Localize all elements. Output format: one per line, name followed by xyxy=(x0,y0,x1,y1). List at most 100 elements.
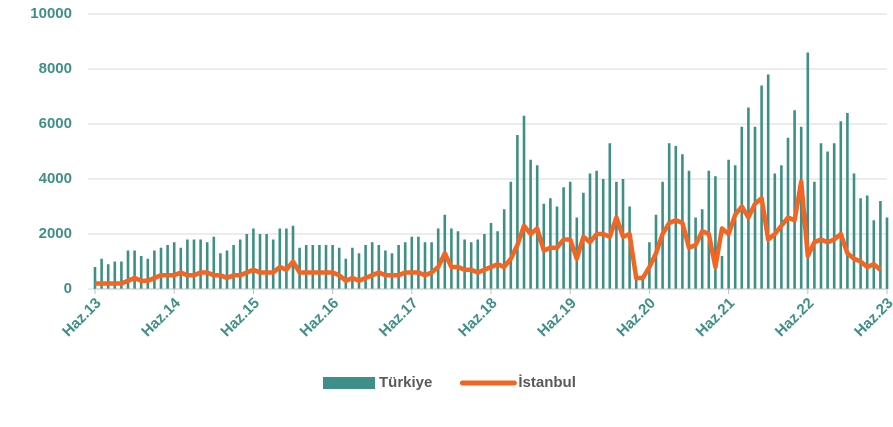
bar xyxy=(760,85,763,289)
bar xyxy=(370,242,374,289)
bar xyxy=(720,256,724,289)
bar xyxy=(714,176,717,289)
x-tick-label: Haz.22 xyxy=(772,295,818,341)
bar xyxy=(212,236,216,289)
bar xyxy=(694,217,697,289)
bar xyxy=(377,245,381,289)
bar xyxy=(126,250,130,289)
bar xyxy=(265,234,268,289)
bar xyxy=(799,126,803,289)
bar xyxy=(529,159,532,289)
x-tick-label: Haz.18 xyxy=(455,295,501,341)
bar xyxy=(615,181,618,289)
bar xyxy=(384,250,387,289)
bar xyxy=(106,264,110,289)
bar xyxy=(496,231,499,289)
bar xyxy=(687,170,691,289)
x-tick-label: Haz.20 xyxy=(613,295,659,341)
bar xyxy=(397,245,400,289)
bar xyxy=(93,267,97,289)
bar xyxy=(120,261,123,289)
x-tick-label: Haz.23 xyxy=(851,295,893,341)
x-tick-label: Haz.21 xyxy=(693,295,739,341)
bar xyxy=(832,143,836,289)
bar xyxy=(476,239,480,289)
bar xyxy=(304,245,308,289)
bar xyxy=(186,239,189,289)
bar xyxy=(403,242,407,289)
bar xyxy=(634,278,638,289)
bar xyxy=(549,198,552,289)
bar xyxy=(166,245,169,289)
bar xyxy=(430,242,433,289)
bar xyxy=(192,239,196,289)
bar xyxy=(509,181,513,289)
bar xyxy=(489,223,493,289)
bar xyxy=(344,258,348,289)
bar xyxy=(331,245,334,289)
legend-swatch xyxy=(323,377,375,389)
bar xyxy=(390,253,394,289)
bar xyxy=(483,234,486,289)
bar xyxy=(311,245,315,289)
y-tick-label: 0 xyxy=(64,280,72,297)
bar xyxy=(826,151,829,289)
bar xyxy=(469,242,473,289)
bar xyxy=(879,201,882,289)
bar xyxy=(205,242,209,289)
bar xyxy=(337,247,341,289)
bar xyxy=(450,228,453,289)
bar xyxy=(595,170,598,289)
bar xyxy=(278,228,282,289)
bar xyxy=(238,239,242,289)
bar xyxy=(852,173,856,289)
bar xyxy=(232,245,235,289)
bar xyxy=(522,115,526,289)
bar xyxy=(674,146,678,289)
bar xyxy=(100,258,103,289)
bar xyxy=(417,236,420,289)
bar xyxy=(502,209,506,289)
x-tick-label: Haz.17 xyxy=(376,295,422,341)
bar xyxy=(225,250,229,289)
legend-label: İstanbul xyxy=(518,374,576,391)
x-tick-label: Haz.19 xyxy=(534,295,580,341)
bar xyxy=(793,110,796,289)
bar xyxy=(707,170,711,289)
bar xyxy=(351,247,354,289)
bar xyxy=(219,253,222,289)
bar xyxy=(410,236,414,289)
bar xyxy=(271,239,275,289)
bar xyxy=(786,137,790,289)
x-tick-label: Haz.16 xyxy=(297,295,343,341)
bar xyxy=(813,181,816,289)
bar xyxy=(865,195,869,289)
bar xyxy=(516,135,519,289)
bar xyxy=(608,143,612,289)
bar xyxy=(285,228,288,289)
bar xyxy=(839,121,843,289)
x-tick-label: Haz.15 xyxy=(217,295,263,341)
bar xyxy=(727,159,730,289)
bar xyxy=(133,250,136,289)
bar xyxy=(456,231,460,289)
bar xyxy=(199,239,202,289)
legend-label: Türkiye xyxy=(379,374,432,391)
x-tick-label: Haz.14 xyxy=(138,294,184,340)
bar xyxy=(859,198,862,289)
bar xyxy=(667,143,671,289)
bar xyxy=(318,245,321,289)
bar xyxy=(364,245,367,289)
bar xyxy=(747,107,750,289)
bar xyxy=(806,52,810,289)
bar xyxy=(357,253,361,289)
bar xyxy=(819,143,823,289)
bar xyxy=(436,228,440,289)
bar xyxy=(291,225,295,289)
bar xyxy=(146,258,150,289)
y-tick-label: 8000 xyxy=(39,60,72,77)
bar xyxy=(245,234,249,289)
bar xyxy=(139,256,143,289)
bar xyxy=(885,217,889,289)
